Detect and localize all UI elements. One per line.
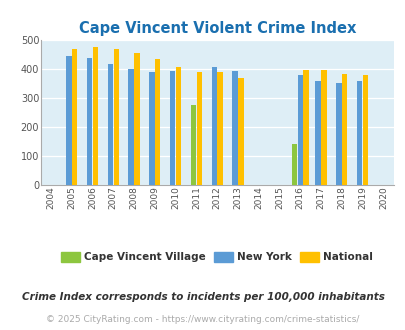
Bar: [362, 75, 367, 185]
Bar: [211, 67, 216, 185]
Bar: [92, 47, 98, 185]
Text: Crime Index corresponds to incidents per 100,000 inhabitants: Crime Index corresponds to incidents per…: [21, 292, 384, 302]
Bar: [303, 70, 308, 185]
Text: © 2025 CityRating.com - https://www.cityrating.com/crime-statistics/: © 2025 CityRating.com - https://www.city…: [46, 315, 359, 324]
Bar: [297, 75, 302, 185]
Bar: [335, 83, 341, 185]
Title: Cape Vincent Violent Crime Index: Cape Vincent Violent Crime Index: [78, 21, 355, 36]
Bar: [341, 74, 347, 185]
Bar: [196, 72, 202, 185]
Bar: [113, 49, 119, 185]
Bar: [170, 71, 175, 185]
Bar: [128, 69, 134, 185]
Bar: [107, 64, 113, 185]
Bar: [72, 49, 77, 185]
Bar: [315, 81, 320, 185]
Bar: [320, 70, 326, 185]
Bar: [190, 105, 196, 185]
Bar: [66, 55, 71, 185]
Bar: [356, 81, 362, 185]
Bar: [155, 59, 160, 185]
Legend: Cape Vincent Village, New York, National: Cape Vincent Village, New York, National: [57, 248, 376, 267]
Bar: [291, 144, 296, 185]
Bar: [217, 72, 222, 185]
Bar: [149, 72, 154, 185]
Bar: [175, 67, 181, 185]
Bar: [232, 71, 237, 185]
Bar: [134, 53, 139, 185]
Bar: [87, 58, 92, 185]
Bar: [238, 78, 243, 185]
